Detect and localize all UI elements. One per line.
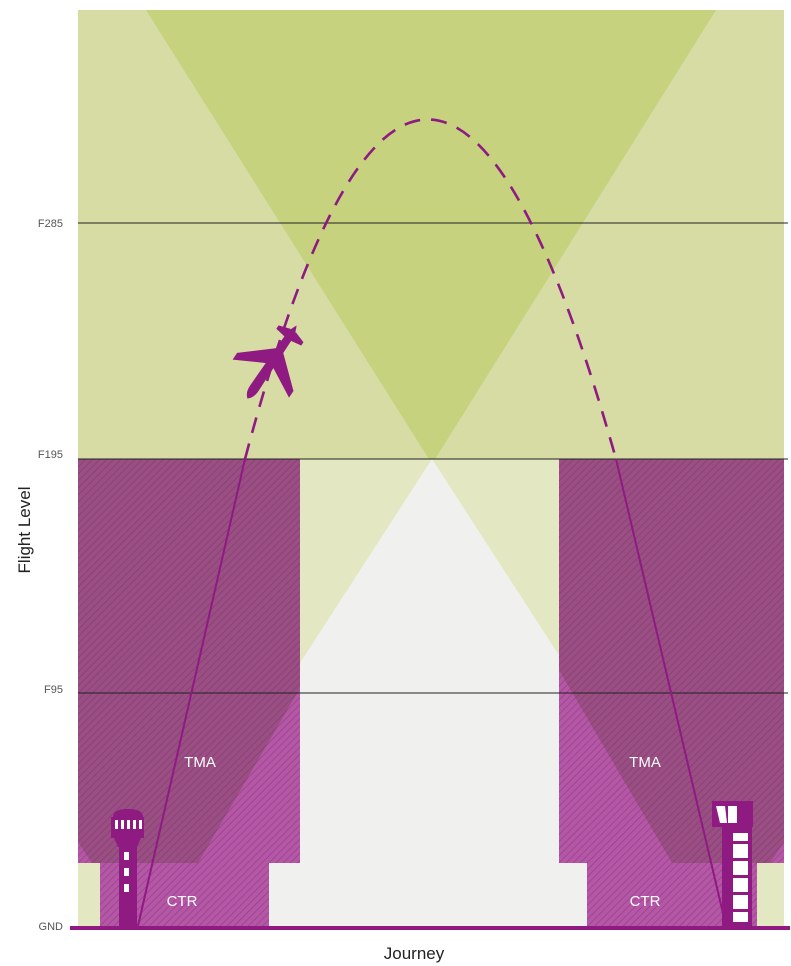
level-label-gnd: GND (39, 921, 64, 933)
upper-cone (146, 10, 716, 459)
flight-path-enroute (243, 118, 618, 460)
flight-path-climb (137, 458, 246, 927)
x-axis-label: Journey (384, 944, 445, 963)
flight-path-descent (615, 458, 727, 927)
right-ctr-label: CTR (630, 893, 661, 910)
level-label-f285: F285 (38, 218, 63, 230)
right-tma (559, 459, 784, 863)
left-tma-label: TMA (184, 754, 216, 771)
control-tower-icon (111, 809, 144, 927)
ground-line (70, 926, 790, 930)
level-label-f195: F195 (38, 449, 63, 461)
left-ctr-label: CTR (167, 893, 198, 910)
right-tma-label: TMA (629, 754, 661, 771)
control-tower-icon (712, 801, 753, 927)
level-label-f95: F95 (44, 684, 63, 696)
y-axis-label: Flight Level (15, 487, 34, 574)
airplane-icon (232, 325, 304, 399)
left-tma (78, 459, 300, 863)
